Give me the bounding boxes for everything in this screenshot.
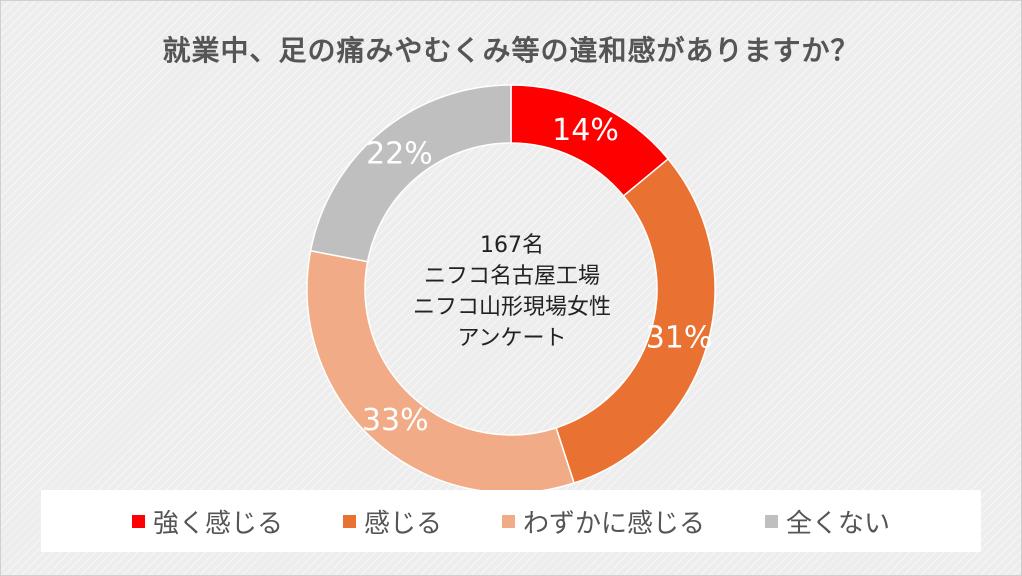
data-label-slightly-feel: 33% xyxy=(362,403,429,438)
slice-not-at-all xyxy=(309,84,512,263)
legend-item-strongly-feel: 強く感じる xyxy=(131,503,283,540)
legend-item-slightly-feel: わずかに感じる xyxy=(502,503,705,540)
legend-swatch xyxy=(765,514,779,528)
slice-feel xyxy=(555,157,716,484)
data-label-strongly-feel: 14% xyxy=(552,113,619,148)
data-label-not-at-all: 22% xyxy=(366,137,433,172)
center-label-line: ニフコ山形現場女性 xyxy=(412,295,611,320)
center-label-line: 167名 xyxy=(480,233,544,258)
chart-title: 就業中、足の痛みやむくみ等の違和感がありますか？ xyxy=(162,34,860,67)
legend-label: わずかに感じる xyxy=(523,508,706,539)
legend-label: 全くない xyxy=(786,508,891,539)
center-label-line: ニフコ名古屋工場 xyxy=(423,264,600,289)
center-label: 167名 ニフコ名古屋工場 ニフコ山形現場女性 アンケート xyxy=(362,230,662,354)
legend-swatch xyxy=(131,514,145,528)
data-label-feel: 31% xyxy=(646,320,713,355)
legend: 強く感じる 感じる わずかに感じる 全くない xyxy=(41,490,981,552)
slice-slightly-feel xyxy=(306,249,575,494)
legend-swatch xyxy=(342,514,356,528)
legend-label: 強く感じる xyxy=(152,508,283,539)
legend-item-feel: 感じる xyxy=(342,503,442,540)
legend-swatch xyxy=(502,514,515,528)
legend-item-not-at-all: 全くない xyxy=(765,503,890,540)
center-label-line: アンケート xyxy=(457,326,567,351)
legend-label: 感じる xyxy=(363,508,442,539)
